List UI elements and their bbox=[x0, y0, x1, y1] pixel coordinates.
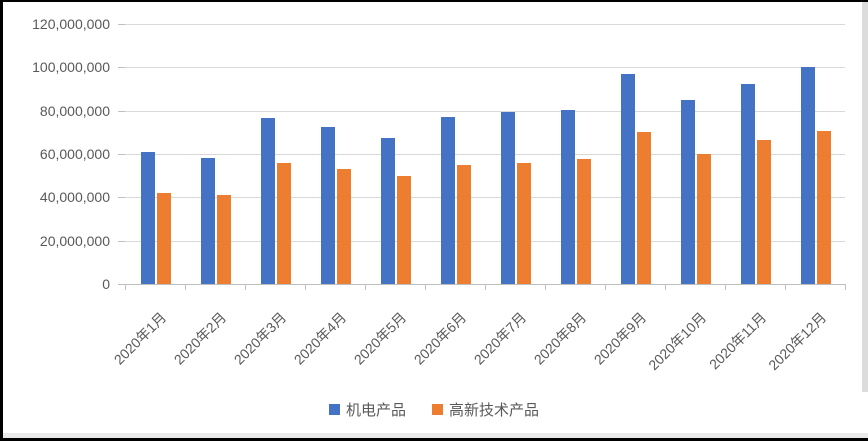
bar bbox=[157, 193, 171, 284]
bar bbox=[757, 139, 771, 284]
bar bbox=[697, 154, 711, 284]
bar bbox=[561, 109, 575, 284]
x-axis-tick bbox=[665, 284, 666, 290]
bar bbox=[277, 162, 291, 284]
x-axis-tick bbox=[245, 284, 246, 290]
bar bbox=[817, 131, 831, 284]
bar bbox=[397, 175, 411, 284]
bar bbox=[577, 159, 591, 284]
x-axis-tick bbox=[365, 284, 366, 290]
bar bbox=[441, 117, 455, 284]
bar bbox=[141, 151, 155, 284]
y-axis-tick bbox=[118, 284, 125, 285]
bar bbox=[501, 111, 515, 284]
y-axis-label: 40,000,000 bbox=[39, 189, 110, 206]
screenshot-border-top bbox=[0, 0, 868, 2]
x-axis-tick bbox=[725, 284, 726, 290]
legend-swatch-icon bbox=[328, 404, 340, 415]
gridline bbox=[125, 154, 845, 155]
legend-label: 机电产品 bbox=[345, 402, 406, 419]
bar bbox=[801, 67, 815, 284]
x-axis-tick bbox=[305, 284, 306, 290]
y-axis-label: 120,000,000 bbox=[32, 16, 110, 32]
gridline bbox=[125, 110, 845, 112]
legend-label: 高新技术产品 bbox=[449, 402, 540, 419]
y-axis-tick bbox=[118, 110, 125, 112]
x-axis-tick bbox=[185, 284, 186, 290]
bar bbox=[637, 132, 651, 284]
y-axis-label: 20,000,000 bbox=[39, 232, 110, 249]
legend: 机电产品 高新技术产品 bbox=[0, 399, 868, 420]
legend-item: 机电产品 bbox=[328, 399, 406, 420]
bottom-divider bbox=[0, 433, 868, 438]
bar bbox=[337, 169, 351, 284]
y-axis-label: 0 bbox=[102, 276, 110, 292]
y-axis-tick bbox=[118, 67, 125, 69]
bar bbox=[217, 195, 231, 284]
y-axis-tick bbox=[118, 24, 125, 25]
gridline bbox=[125, 67, 845, 69]
bar bbox=[457, 164, 471, 284]
y-axis-tick bbox=[118, 197, 125, 199]
bar bbox=[261, 118, 275, 284]
bar bbox=[621, 73, 635, 284]
bar bbox=[517, 162, 531, 284]
legend-item: 高新技术产品 bbox=[432, 399, 539, 420]
legend-swatch-icon bbox=[432, 404, 443, 415]
gridline bbox=[125, 24, 845, 25]
x-axis-tick bbox=[125, 284, 126, 290]
x-axis-tick bbox=[605, 284, 606, 290]
bar bbox=[741, 83, 755, 284]
bar bbox=[381, 137, 395, 284]
bar bbox=[321, 126, 335, 284]
x-axis-tick bbox=[425, 284, 426, 290]
gridline bbox=[125, 197, 845, 199]
bar bbox=[681, 99, 695, 284]
right-edge-strip bbox=[862, 2, 868, 392]
x-axis-tick bbox=[485, 284, 486, 290]
y-axis-label: 60,000,000 bbox=[39, 146, 110, 162]
x-axis-tick bbox=[845, 284, 846, 290]
x-axis-tick bbox=[785, 284, 786, 290]
gridline bbox=[125, 240, 845, 242]
screenshot-border-left bbox=[0, 0, 3, 441]
y-axis-label: 80,000,000 bbox=[39, 102, 110, 119]
y-axis-label: 100,000,000 bbox=[32, 59, 110, 76]
bar bbox=[201, 158, 215, 284]
y-axis-tick bbox=[118, 154, 125, 155]
x-axis-tick bbox=[545, 284, 546, 290]
y-axis-tick bbox=[118, 240, 125, 242]
screenshot-border-bottom bbox=[0, 438, 868, 441]
